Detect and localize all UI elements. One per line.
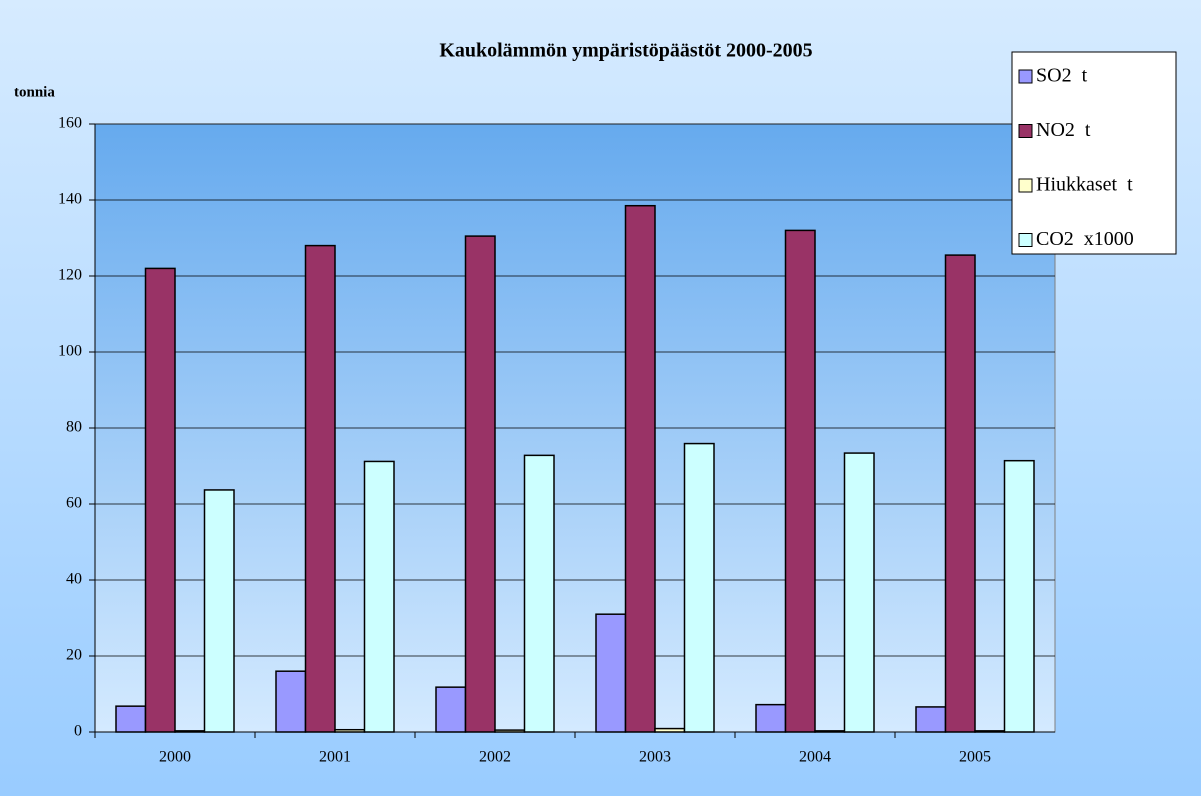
y-tick-label: 140: [58, 191, 82, 208]
legend-label: NO2 t: [1036, 119, 1091, 141]
y-tick-label: 40: [66, 571, 82, 588]
y-tick-label: 120: [58, 267, 82, 284]
bar: [755, 703, 787, 733]
bar: [974, 730, 1006, 733]
y-tick-label: 80: [66, 419, 82, 436]
bar: [784, 229, 816, 733]
legend-swatch: [1018, 233, 1033, 247]
y-axis-label: tonnia: [14, 84, 55, 100]
bar: [944, 254, 976, 733]
bar: [683, 442, 715, 733]
x-tick-label: 2003: [639, 749, 671, 766]
bar: [363, 460, 395, 733]
bar: [203, 489, 235, 733]
x-tick-label: 2002: [479, 749, 511, 766]
bar: [464, 235, 496, 733]
legend-swatch: [1018, 124, 1033, 138]
legend-swatch: [1018, 69, 1033, 84]
y-tick-label: 20: [66, 647, 82, 664]
bar: [334, 728, 366, 733]
legend-box: [1011, 51, 1177, 255]
legend-label: Hiukkaset t: [1036, 174, 1133, 196]
y-tick-label: 0: [74, 723, 82, 740]
chart-title: Kaukolämmön ympäristöpäästöt 2000-2005: [439, 40, 812, 62]
legend-swatch: [1018, 178, 1033, 193]
x-tick-label: 2001: [319, 749, 351, 766]
y-tick-label: 160: [58, 115, 82, 132]
bar: [814, 730, 846, 733]
y-tick-label: 60: [66, 495, 82, 512]
legend-label: SO2 t: [1036, 65, 1088, 87]
x-tick-label: 2004: [799, 749, 831, 766]
bar: [843, 452, 875, 733]
bar: [174, 730, 206, 733]
x-tick-label: 2000: [159, 749, 191, 766]
y-tick-label: 100: [58, 343, 82, 360]
bar: [435, 686, 467, 733]
bar: [115, 705, 147, 733]
bar: [523, 454, 555, 733]
bar: [144, 267, 176, 733]
bar: [624, 204, 656, 733]
bar: [654, 727, 686, 733]
bar: [1003, 459, 1035, 733]
bar: [915, 706, 947, 733]
bar: [304, 244, 336, 733]
x-tick-label: 2005: [959, 749, 991, 766]
legend-label: CO2 x1000: [1036, 228, 1134, 250]
bar: [494, 729, 526, 733]
bar: [595, 613, 627, 733]
bar: [275, 670, 307, 733]
